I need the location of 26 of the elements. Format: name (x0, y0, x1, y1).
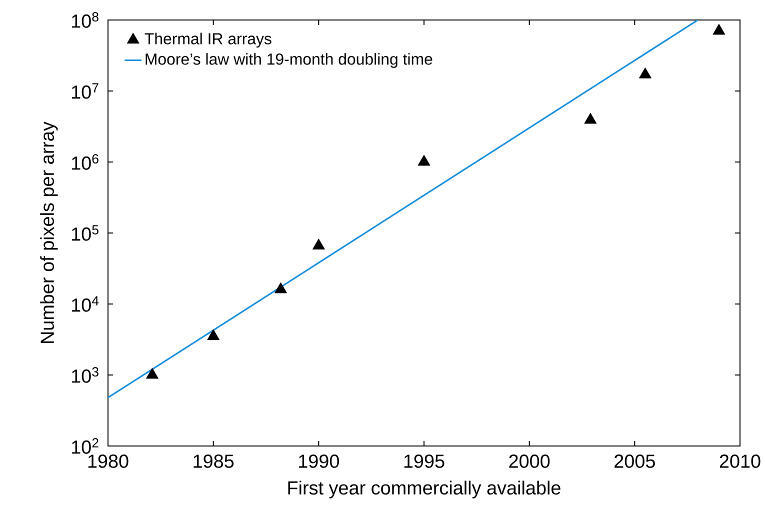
point (712, 24, 726, 35)
y-tick-label: 10$^{6}$ (72, 154, 98, 170)
point (638, 67, 652, 78)
x-tick-label: 1980 (88, 454, 128, 468)
y-tick-label: 10$^{4}$ (72, 296, 99, 312)
point (274, 282, 287, 294)
y-tick-label: 10$^{8}$ (72, 12, 98, 28)
x-tick-label: 2000 (509, 454, 550, 468)
x-tick-label: 2010 (720, 454, 760, 468)
legend-label: Moore’s law with 19-month doubling time (146, 53, 432, 68)
x-axis-title: First year commercially available (288, 480, 560, 498)
x-tick-label: 1995 (404, 454, 444, 468)
point (584, 112, 597, 124)
point (207, 329, 220, 340)
x-tick-label: 2005 (614, 454, 655, 468)
y-tick-label: 10$^{7}$ (72, 83, 98, 99)
point (312, 238, 325, 250)
x-tick-label: 1990 (299, 454, 339, 468)
point (146, 368, 158, 379)
x-tick-label: 1985 (194, 454, 234, 468)
y-tick-label: 10$^{2}$ (72, 438, 98, 454)
y-tick-label: 10$^{5}$ (72, 225, 98, 241)
y-tick-label: 10$^{3}$ (72, 367, 98, 383)
y-axis-title: Number of pixels per array (40, 122, 58, 343)
legend-label: Thermal IR arrays (144, 32, 272, 48)
point (418, 154, 430, 166)
